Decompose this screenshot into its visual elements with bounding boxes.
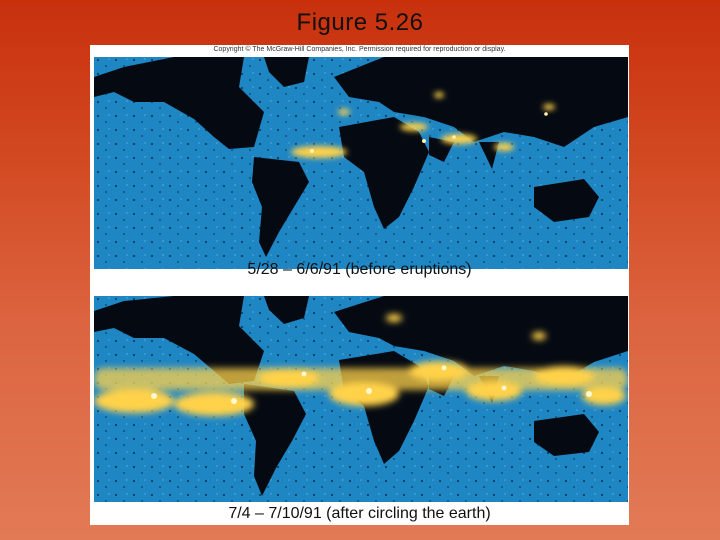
caption-after-circling: 7/4 – 7/10/91 (after circling the earth) xyxy=(228,505,491,522)
slide-title: Figure 5.26 xyxy=(296,9,424,36)
satellite-map-after xyxy=(94,296,628,502)
copyright-notice: Copyright © The McGraw-Hill Companies, I… xyxy=(213,46,506,53)
satellite-map-before xyxy=(94,57,628,269)
figure-panel: Copyright © The McGraw-Hill Companies, I… xyxy=(90,45,629,525)
caption-before-eruptions: 5/28 – 6/6/91 (before eruptions) xyxy=(247,261,472,278)
